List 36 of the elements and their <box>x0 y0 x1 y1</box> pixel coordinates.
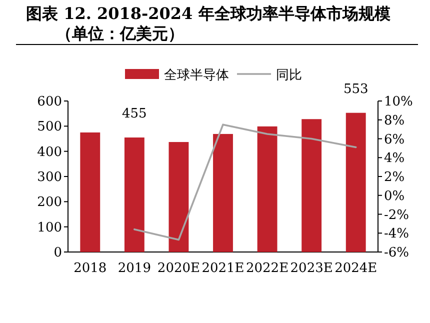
y2-tick-label: 6% <box>384 132 405 148</box>
y-tick-label: 300 <box>37 170 62 185</box>
y-tick-label: 600 <box>37 94 62 110</box>
bar <box>257 126 278 252</box>
y2-tick-label: 8% <box>384 113 405 128</box>
y2-tick-label: -2% <box>384 208 410 223</box>
y-tick-label: 500 <box>37 120 62 135</box>
y2-tick-label: -4% <box>384 226 410 242</box>
bar <box>346 112 366 252</box>
x-tick-label: 2020E <box>157 261 200 276</box>
line-series <box>134 124 357 241</box>
y2-tick-label: 10% <box>384 94 413 110</box>
bar <box>213 134 233 252</box>
y-tick-label: 200 <box>37 195 62 210</box>
y-tick-label: 100 <box>37 220 62 236</box>
data-label: 455 <box>122 106 147 122</box>
bar <box>168 142 189 252</box>
bar <box>80 132 100 252</box>
data-label: 553 <box>343 82 368 97</box>
y2-tick-label: 0% <box>384 188 405 204</box>
y-tick-label: 400 <box>37 144 62 160</box>
chart-title: 图表 12. 2018-2024 年全球功率半导体市场规模（单位：亿美元） <box>26 4 392 44</box>
y2-tick-label: 2% <box>384 170 405 185</box>
bar <box>124 137 144 252</box>
x-tick-label: 2024E <box>334 261 378 276</box>
y2-tick-label: -6% <box>384 246 410 260</box>
x-tick-label: 2023E <box>290 261 333 276</box>
legend-label: 全球半导体 <box>164 68 229 83</box>
y-tick-label: 0 <box>54 246 62 260</box>
x-tick-label: 2022E <box>246 261 289 276</box>
y2-tick-label: 4% <box>384 151 405 166</box>
bar <box>302 119 322 252</box>
x-tick-label: 2019 <box>118 261 151 276</box>
x-tick-label: 2018 <box>74 261 107 276</box>
legend-label: 同比 <box>276 68 302 83</box>
x-tick-label: 2021E <box>202 261 244 276</box>
